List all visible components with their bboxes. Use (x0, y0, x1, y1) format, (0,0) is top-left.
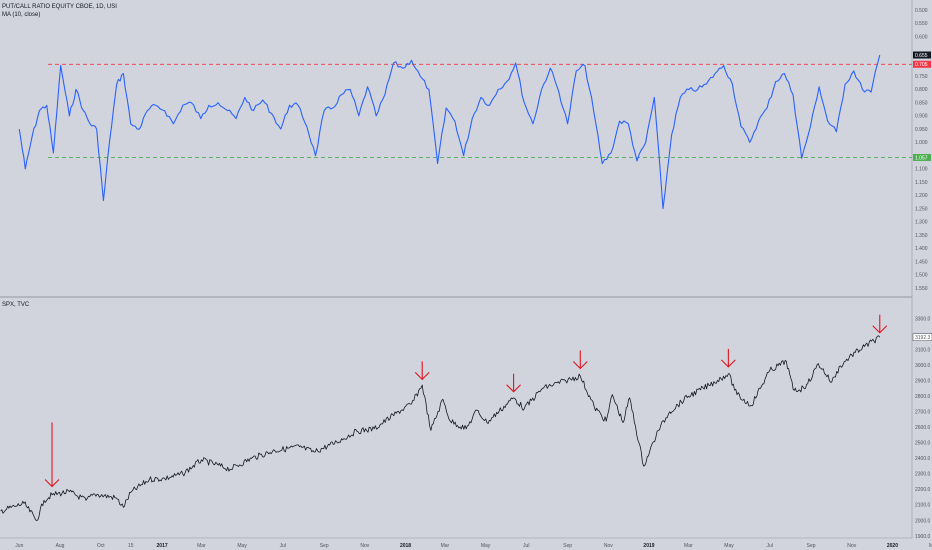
x-tick-label: Sep (807, 543, 816, 549)
spx-y-tick: 2400.0 (915, 456, 931, 462)
x-tick-label: Jul (523, 543, 529, 549)
putcall-y-tick: 0.850 (915, 100, 928, 106)
spx-pane: SPX, TVC (0, 302, 888, 521)
spx-y-tick: 2800.0 (915, 394, 931, 400)
putcall-y-tick: 0.950 (915, 127, 928, 133)
putcall-series-line (18, 54, 881, 210)
putcall-hlines (48, 63, 912, 158)
x-tick-label: Oct (97, 543, 105, 549)
putcall-y-tick: 1.000 (915, 140, 928, 146)
putcall-y-axis: 0.500 0.550 0.600 0.750 0.800 0.850 0.900 0.950… (913, 8, 931, 292)
spx-title: SPX, TVC (2, 302, 30, 308)
spx-arrows (44, 314, 888, 488)
x-tick-label: Sep (563, 543, 572, 549)
putcall-y-tick: 0.900 (915, 114, 928, 120)
putcall-y-tick: 0.800 (915, 87, 928, 93)
spx-y-tick: 3300.0 (915, 316, 931, 322)
putcall-title: PUT/CALL RATIO EQUITY CBOE, 1D, USI (2, 4, 117, 10)
spx-arrow-head (872, 325, 888, 334)
spx-arrow-head (572, 361, 588, 370)
x-tick-label: May (724, 543, 734, 549)
spx-y-tick: 2000.0 (915, 518, 931, 524)
x-tick-label: May (237, 543, 247, 549)
putcall-y-tick: 1.100 (915, 167, 928, 173)
x-tick-label: 2020 (887, 543, 898, 549)
x-tick-label: Mar (197, 543, 206, 549)
putcall-y-tick: 1.350 (915, 233, 928, 239)
putcall-current-badge (913, 51, 931, 59)
spx-y-tick: 1900.0 (915, 534, 931, 540)
spx-y-tick: 2900.0 (915, 378, 931, 384)
spx-y-axis: 1900.0 2000.0 2100.0 2200.0 2300.0 2400.0 2500… (912, 316, 932, 540)
x-tick-label: Jul (280, 543, 286, 549)
putcall-y-tick: 1.200 (915, 193, 928, 199)
spx-current-label: 3192.3 (915, 335, 931, 341)
putcall-y-tick: 1.300 (915, 220, 928, 226)
putcall-y-tick: 1.150 (915, 180, 928, 186)
x-tick-label: Mar (441, 543, 450, 549)
spx-y-tick: 2600.0 (915, 425, 931, 431)
spx-arrow-head (720, 359, 736, 368)
x-tick-label: Sep (320, 543, 329, 549)
putcall-y-tick: 1.400 (915, 246, 928, 252)
x-tick-label: Nov (847, 543, 856, 549)
putcall-hline-badge (913, 153, 931, 161)
spx-arrow-head (506, 384, 521, 393)
putcall-hline-label: 1.057 (915, 155, 928, 161)
spx-arrow-head (414, 371, 430, 381)
x-tick-label: 15 (128, 543, 134, 549)
spx-y-tick: 2500.0 (915, 441, 931, 447)
x-tick-label: Jun (15, 543, 23, 549)
putcall-hline-label: 0.705 (915, 62, 928, 68)
time-x-axis: Jun Aug Oct 15 2017 Mar May Jul Sep Nov 2018 Mar May… (15, 543, 932, 549)
putcall-pane: PUT/CALL RATIO EQUITY CBOE, 1D, USI MA (… (2, 4, 912, 210)
x-tick-label: Ma (929, 543, 932, 549)
x-tick-label: Jul (767, 543, 773, 549)
x-tick-label: 2018 (400, 543, 411, 549)
putcall-y-tick: 1.500 (915, 273, 928, 279)
putcall-y-tick: 1.450 (915, 259, 928, 265)
x-tick-label: Mar (684, 543, 693, 549)
spx-y-tick: 3100.0 (915, 347, 931, 353)
spx-y-tick: 2100.0 (915, 503, 931, 509)
spx-y-tick: 2700.0 (915, 410, 931, 416)
x-tick-label: 2017 (157, 543, 168, 549)
putcall-current-label: 0.655 (915, 53, 928, 59)
spx-current-badge (912, 333, 932, 341)
spx-series-line (0, 335, 881, 521)
putcall-hline-badge (913, 60, 931, 68)
x-tick-label: Nov (604, 543, 613, 549)
spx-y-tick: 3000.0 (915, 363, 931, 369)
putcall-y-tick: 1.550 (915, 286, 928, 292)
putcall-y-tick: 0.550 (915, 21, 928, 27)
x-tick-label: Nov (360, 543, 369, 549)
putcall-y-tick: 0.750 (915, 74, 928, 80)
x-tick-label: Aug (56, 543, 65, 549)
x-tick-label: May (481, 543, 491, 549)
spx-y-tick: 2300.0 (915, 472, 931, 478)
spx-y-tick: 2200.0 (915, 487, 931, 493)
putcall-y-tick: 1.250 (915, 206, 928, 212)
putcall-subtitle: MA (10, close) (2, 12, 40, 18)
putcall-y-tick: 0.500 (915, 8, 928, 14)
putcall-y-tick: 0.600 (915, 34, 928, 40)
spx-arrow-head (44, 479, 60, 488)
x-tick-label: 2019 (643, 543, 654, 549)
